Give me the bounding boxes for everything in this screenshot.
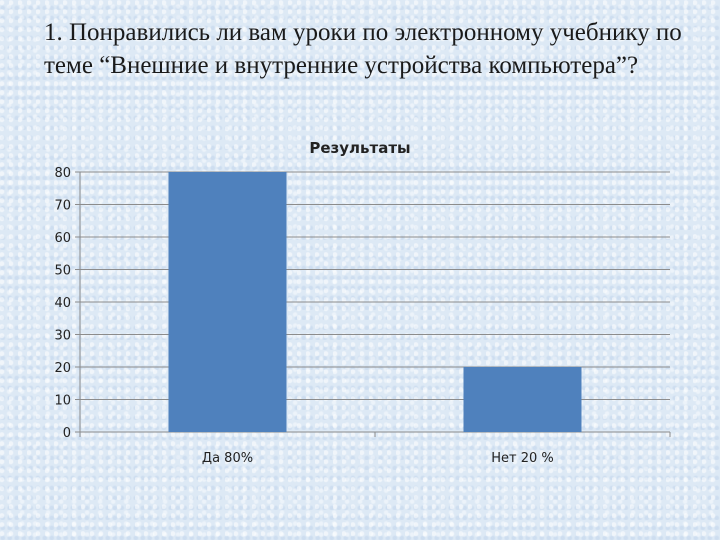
y-tick-label: 60 (54, 231, 71, 246)
y-tick-label: 40 (54, 296, 71, 311)
y-tick-label: 20 (54, 361, 71, 376)
y-tick-label: 10 (54, 394, 71, 409)
slide-title: 1. Понравились ли вам уроки по электронн… (44, 19, 682, 79)
y-tick-label: 30 (54, 329, 71, 344)
chart-title: Результаты (309, 139, 410, 157)
bar-2 (463, 367, 582, 432)
y-tick-label: 70 (54, 199, 71, 214)
y-tick-label: 50 (54, 264, 71, 279)
bars (168, 172, 582, 432)
bar-1 (168, 172, 287, 432)
y-tick-label: 80 (54, 166, 71, 181)
x-tick-label: Да 80% (202, 451, 253, 466)
tick-labels: 0 10 20 30 40 50 60 70 80 Да 80% Нет 20 % (54, 166, 553, 466)
y-tick-label: 0 (63, 426, 71, 441)
x-tick-label: Нет 20 % (491, 451, 554, 466)
